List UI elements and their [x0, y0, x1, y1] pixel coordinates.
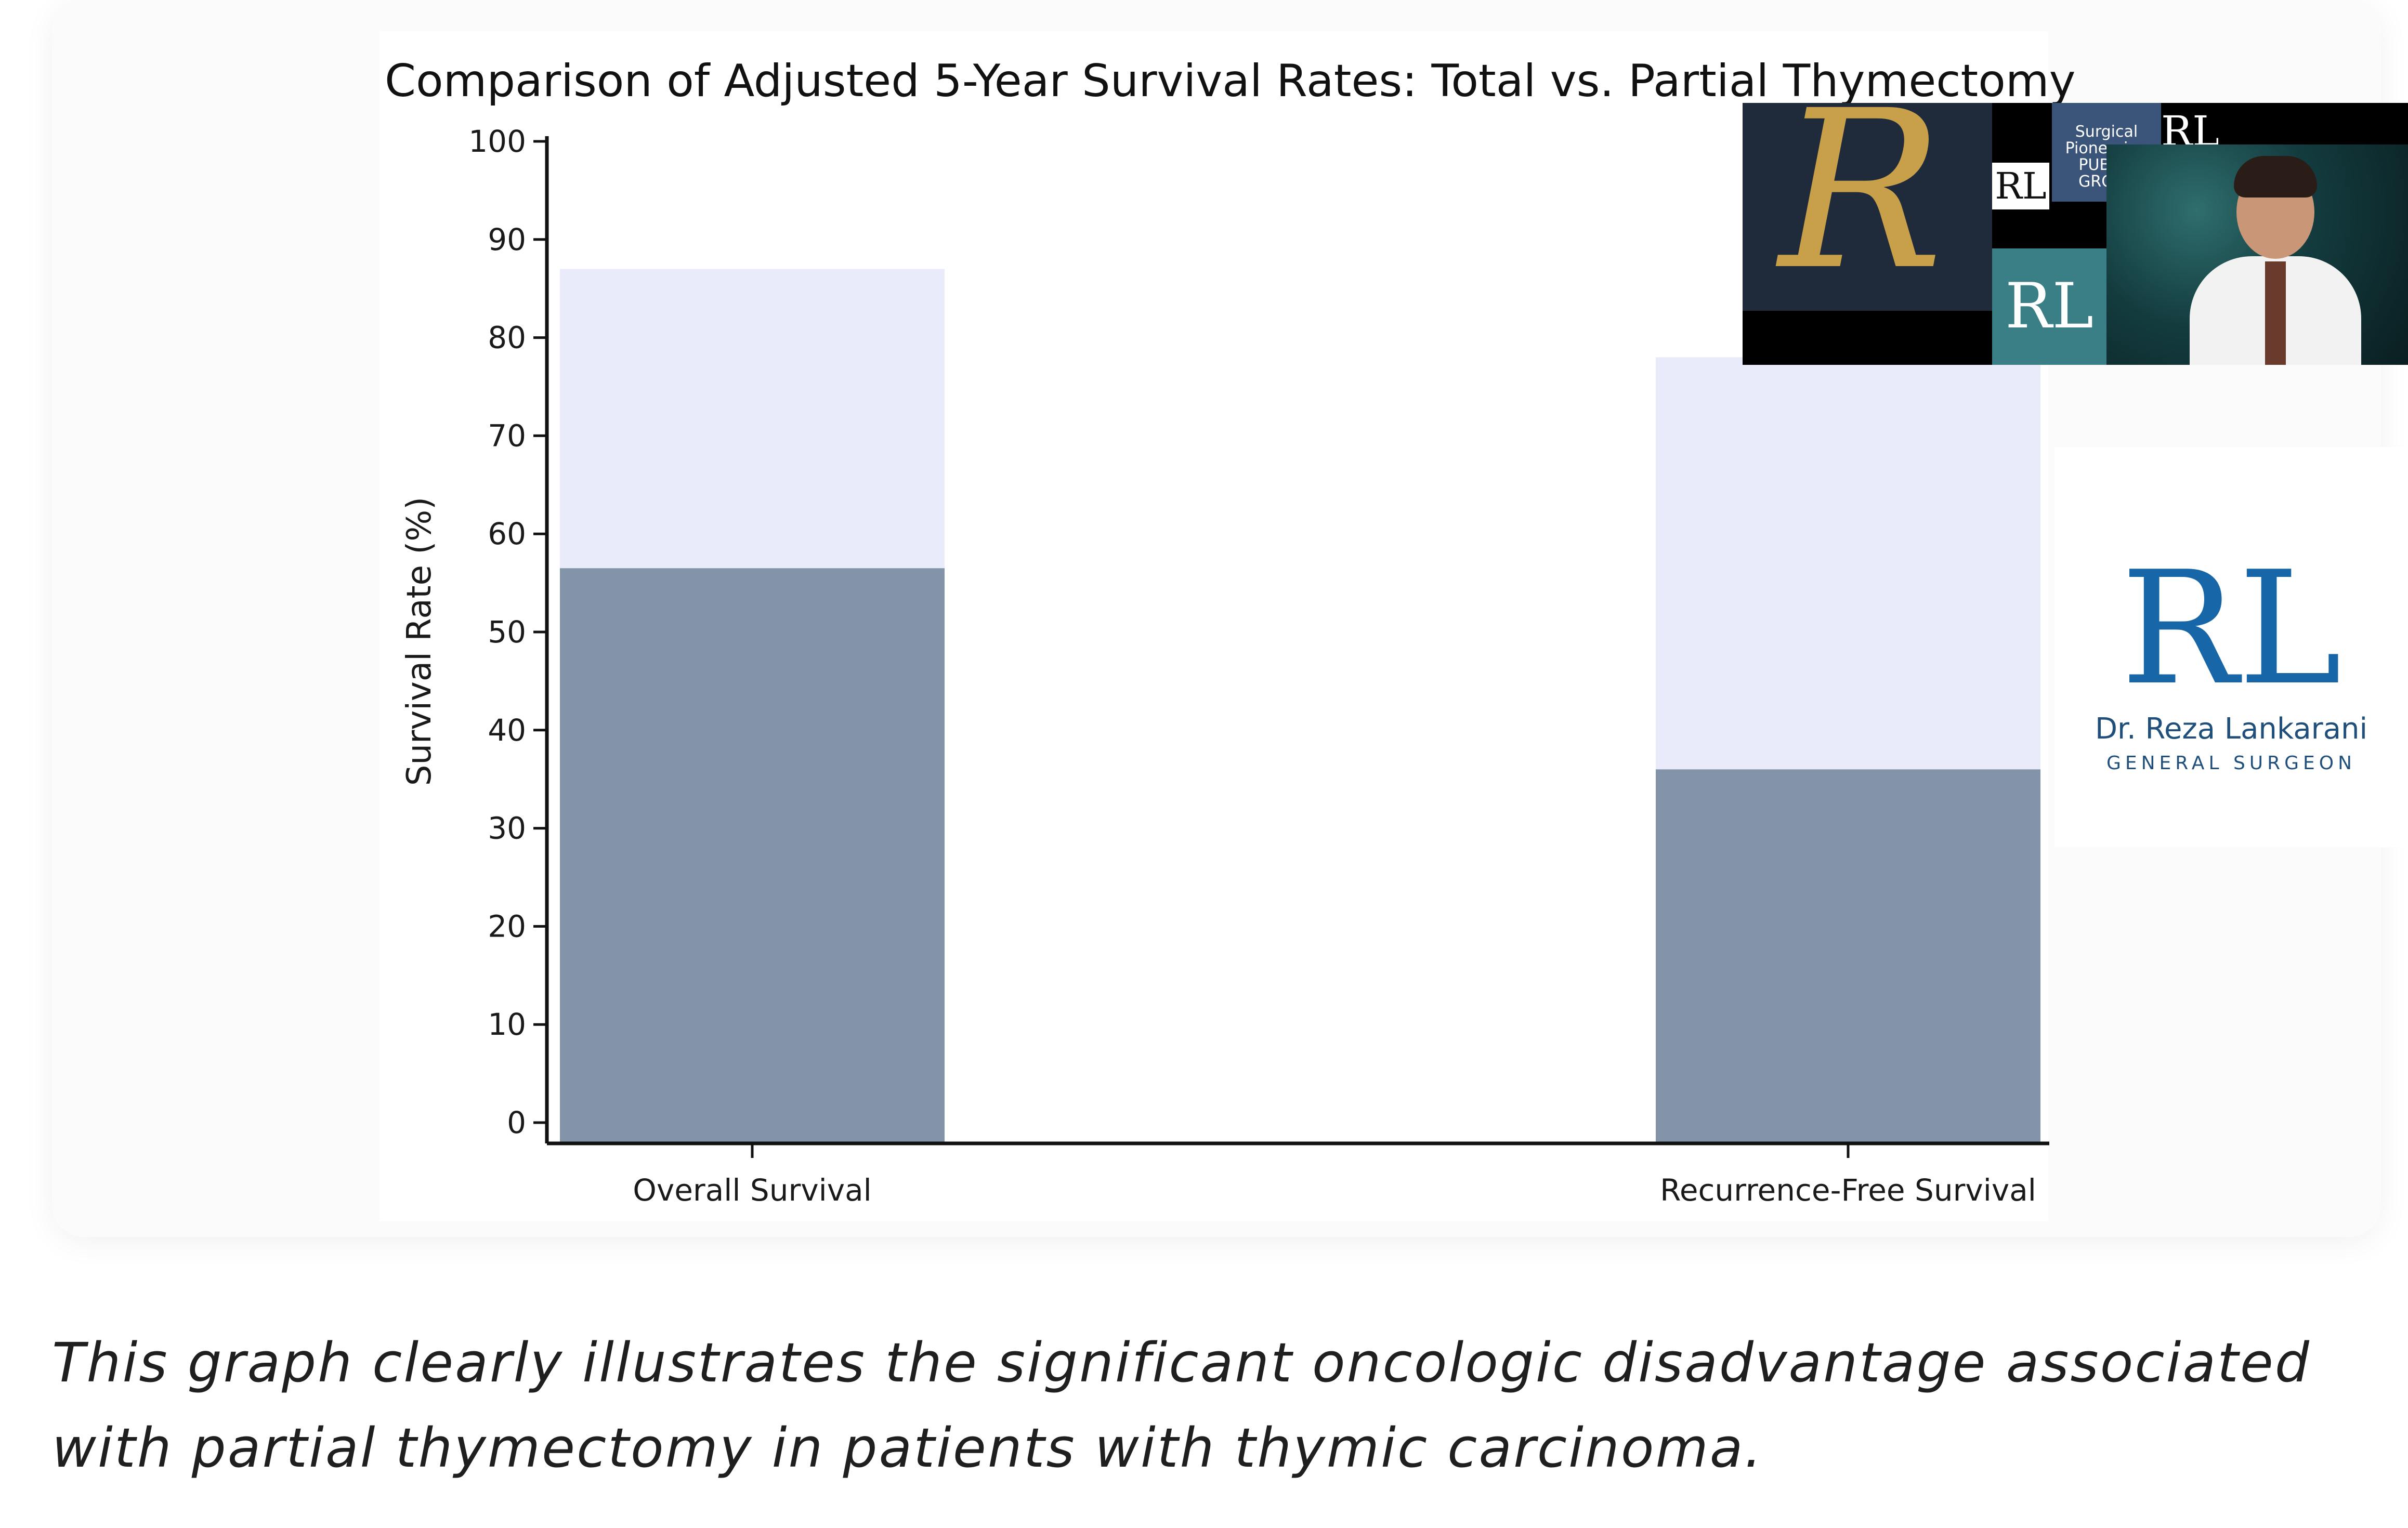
- y-tick-label: 70: [488, 418, 526, 453]
- chart-title: Comparison of Adjusted 5-Year Survival R…: [385, 55, 2076, 107]
- bars-group: [560, 269, 2040, 1144]
- brand-subtitle: GENERAL SURGEON: [2106, 753, 2357, 774]
- y-tick-label: 40: [488, 713, 526, 748]
- bar-front-0: [560, 568, 945, 1143]
- y-tick-label: 80: [488, 320, 526, 355]
- brand-name: Dr. Reza Lankarani: [2095, 712, 2368, 746]
- y-tick-label: 50: [488, 614, 526, 650]
- script-r-logo-icon: R: [1779, 103, 1944, 311]
- y-tick-label: 60: [488, 516, 526, 551]
- rl-teal-tile: RL: [1992, 248, 2106, 365]
- axes-group: 0 10 20 30 40 50 60 70 80 90 100 Overall Survival Re…: [468, 124, 2049, 1208]
- y-tick-label: 90: [488, 222, 526, 257]
- y-axis-title: Survival Rate (%): [400, 497, 439, 786]
- brand-panel: RL Dr. Reza Lankarani GENERAL SURGEON: [2054, 447, 2408, 847]
- x-category-label: Recurrence-Free Survival: [1660, 1173, 2036, 1208]
- y-tick-label: 0: [507, 1105, 526, 1140]
- y-tick-label: 100: [468, 124, 526, 159]
- video-call-panel: R RL Surgical Pioneering PUBLIC GROUP RL…: [1743, 103, 2408, 365]
- rl-monogram-icon: RL: [2005, 270, 2094, 343]
- x-category-label: Overall Survival: [633, 1173, 872, 1208]
- rl-monogram-icon: RL: [1995, 165, 2047, 207]
- speaker-tie: [2265, 261, 2286, 365]
- script-r-logo-tile: R: [1743, 103, 1992, 311]
- bar-front-1: [1656, 769, 2040, 1143]
- brand-logo-icon: RL: [2121, 538, 2342, 719]
- y-tick-label: 10: [488, 1007, 526, 1042]
- speaker-hair: [2234, 156, 2317, 197]
- rl-small-tile: RL: [1992, 163, 2049, 209]
- speaker-video-tile: [2106, 144, 2408, 365]
- slide-caption: This graph clearly illustrates the signi…: [52, 1331, 2311, 1480]
- y-tick-label: 30: [488, 811, 526, 846]
- y-tick-label: 20: [488, 908, 526, 944]
